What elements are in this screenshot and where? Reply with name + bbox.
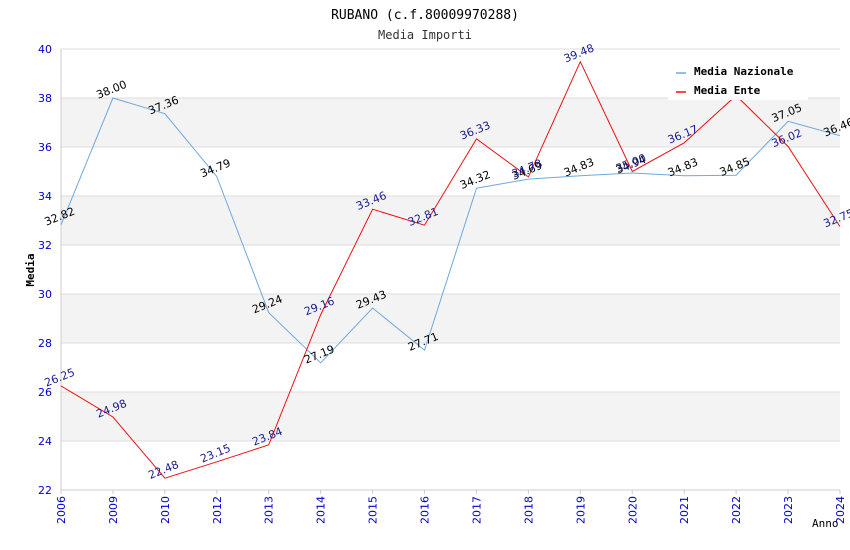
series-lines <box>60 60 841 479</box>
x-tick-label-2023: 2023 <box>782 496 795 524</box>
legend-label-media-ente: Media Ente <box>694 84 761 97</box>
x-axis-title: Anno <box>812 517 839 530</box>
grid-band <box>61 98 840 147</box>
grid-bands <box>61 98 840 441</box>
y-tick-label-30: 30 <box>38 288 52 301</box>
chart-subtitle: Media Importi <box>378 28 472 42</box>
grid-band <box>61 294 840 343</box>
y-tick-label-28: 28 <box>38 337 52 350</box>
chart-title: RUBANO (c.f.80009970288) <box>331 8 519 23</box>
data-label-media-ente-2006: 26.25 <box>43 366 77 390</box>
y-tick-label-26: 26 <box>38 386 52 399</box>
x-tick-label-2006: 2006 <box>55 496 68 524</box>
y-tick-label-36: 36 <box>38 141 52 154</box>
y-tick-labels: 22 24 26 28 30 32 34 36 38 40 <box>38 43 52 497</box>
x-tick-label-2009: 2009 <box>107 496 120 524</box>
y-tick-label-40: 40 <box>38 43 52 56</box>
data-label-media-nazionale-2017: 34.32 <box>458 168 492 192</box>
legend: Media Nazionale Media Ente <box>668 60 808 100</box>
data-label-media-ente-2019: 39.48 <box>562 42 596 66</box>
x-tick-label-2015: 2015 <box>367 496 380 524</box>
x-tick-label-2016: 2016 <box>419 496 432 524</box>
x-tick-label-2021: 2021 <box>678 496 691 524</box>
y-axis-title: Media <box>24 253 37 286</box>
legend-background <box>668 60 808 100</box>
x-tick-label-2018: 2018 <box>522 496 535 524</box>
data-label-media-nazionale-2014: 27.19 <box>302 343 336 367</box>
y-tick-label-24: 24 <box>38 435 52 448</box>
series-line-media-ente <box>60 60 841 479</box>
x-tick-label-2014: 2014 <box>315 496 328 524</box>
grid-band <box>61 392 840 441</box>
x-tick-label-2010: 2010 <box>159 496 172 524</box>
x-tick-label-2024: 2024 <box>834 496 847 524</box>
x-tick-label-2019: 2019 <box>574 496 587 524</box>
y-tick-label-32: 32 <box>38 239 52 252</box>
x-tick-label-2022: 2022 <box>730 496 743 524</box>
y-tick-label-22: 22 <box>38 484 52 497</box>
x-tick-labels: 2006 2009 2010 2012 2013 2014 2015 2016 2017 2018… <box>55 490 847 524</box>
data-label-media-ente-2010: 22.48 <box>147 458 181 482</box>
legend-label-media-nazionale: Media Nazionale <box>694 65 794 78</box>
y-tick-label-38: 38 <box>38 92 52 105</box>
x-tick-label-2020: 2020 <box>626 496 639 524</box>
x-tick-label-2012: 2012 <box>211 496 224 524</box>
x-tick-label-2017: 2017 <box>470 496 483 524</box>
grid-band <box>61 196 840 245</box>
x-tick-label-2013: 2013 <box>263 496 276 524</box>
y-tick-label-34: 34 <box>38 190 52 203</box>
series-line-media-nazionale <box>60 97 841 364</box>
